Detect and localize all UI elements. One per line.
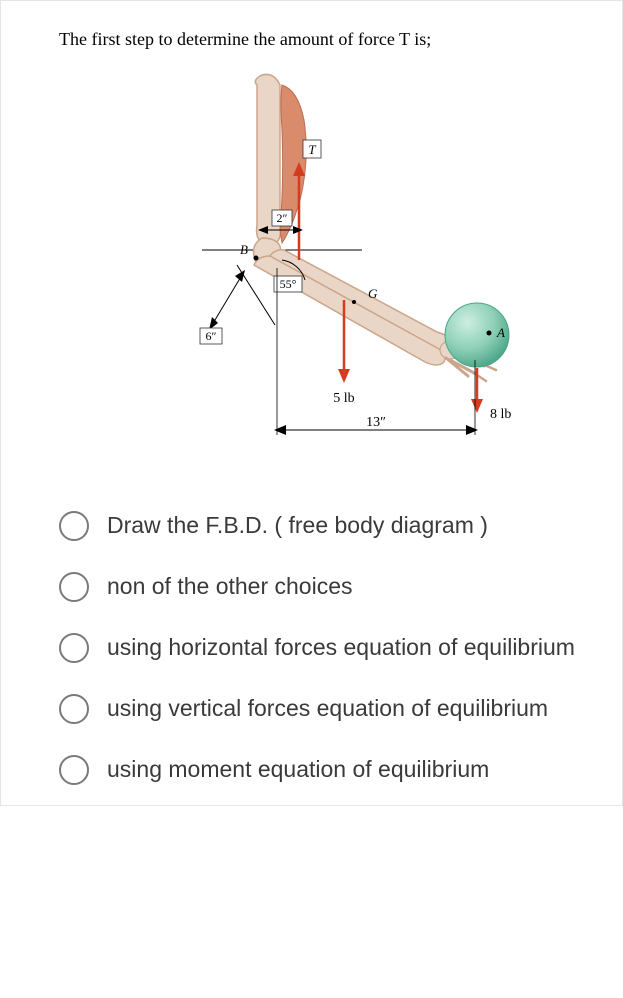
option-label: non of the other choices	[107, 571, 353, 602]
label-6in: 6″	[205, 329, 216, 343]
radio-icon[interactable]	[59, 694, 89, 724]
label-2in: 2″	[276, 211, 287, 225]
radio-icon[interactable]	[59, 572, 89, 602]
option-label: Draw the F.B.D. ( free body diagram )	[107, 510, 488, 541]
question-card: The first step to determine the amount o…	[0, 0, 623, 806]
label-5lb: 5 lb	[333, 391, 354, 406]
arm-diagram: 2″ 6″ 55° T B	[59, 60, 584, 470]
label-55: 55°	[279, 277, 296, 291]
label-13in: 13″	[366, 415, 386, 430]
force-8lb-arrow	[471, 368, 483, 413]
svg-text:B: B	[240, 242, 248, 257]
option-fbd[interactable]: Draw the F.B.D. ( free body diagram )	[59, 510, 584, 541]
radio-icon[interactable]	[59, 633, 89, 663]
forearm-bones	[254, 250, 454, 365]
option-label: using vertical forces equation of equili…	[107, 693, 548, 724]
svg-text:T: T	[308, 142, 316, 157]
radio-icon[interactable]	[59, 755, 89, 785]
options-list: Draw the F.B.D. ( free body diagram ) no…	[59, 510, 584, 785]
radio-icon[interactable]	[59, 511, 89, 541]
svg-text:G: G	[368, 286, 378, 301]
label-8lb: 8 lb	[490, 407, 511, 422]
question-text: The first step to determine the amount o…	[59, 29, 584, 50]
label-T: T	[303, 140, 321, 158]
option-vertical[interactable]: using vertical forces equation of equili…	[59, 693, 584, 724]
option-label: using horizontal forces equation of equi…	[107, 632, 575, 663]
upper-arm-bone	[253, 74, 280, 267]
option-moment[interactable]: using moment equation of equilibrium	[59, 754, 584, 785]
option-label: using moment equation of equilibrium	[107, 754, 489, 785]
svg-text:A: A	[496, 325, 505, 340]
option-horizontal[interactable]: using horizontal forces equation of equi…	[59, 632, 584, 663]
dim-6in: 6″	[200, 270, 245, 344]
option-none[interactable]: non of the other choices	[59, 571, 584, 602]
